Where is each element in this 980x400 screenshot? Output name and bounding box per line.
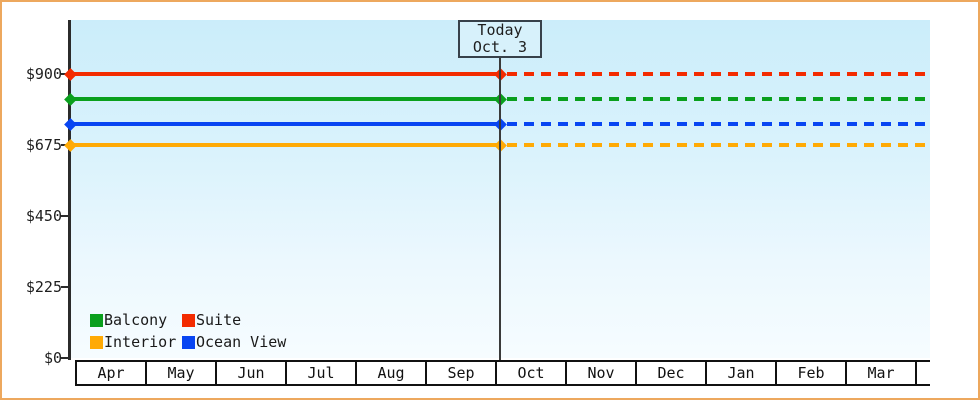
legend-item-balcony: Balcony <box>90 311 182 329</box>
y-tick-label: $675 <box>25 136 62 154</box>
x-axis-month-band: Apr May Jun Jul Aug Sep Oct Nov Dec Jan Feb Mar <box>75 360 930 386</box>
month-cell-jun: Jun <box>217 362 287 384</box>
legend-item-label: Interior <box>104 333 177 351</box>
month-cell-jan: Jan <box>707 362 777 384</box>
legend-item-suite: Suite <box>182 311 286 329</box>
legend: Balcony Suite Interior Ocean View <box>90 311 287 351</box>
month-cell-mar: Mar <box>847 362 917 384</box>
series-line-dashed-balcony <box>507 97 930 102</box>
legend-color-swatch <box>182 335 195 349</box>
month-cell-may: May <box>147 362 217 384</box>
month-cell-dec: Dec <box>637 362 707 384</box>
series-line-dashed-interior <box>507 143 930 147</box>
legend-item-interior: Interior <box>90 333 182 351</box>
series-line-solid-ocean-view <box>70 122 500 127</box>
series-line-solid-interior <box>70 143 500 147</box>
series-line-dashed-suite <box>507 72 930 76</box>
month-cell-feb: Feb <box>777 362 847 384</box>
month-cell-jul: Jul <box>287 362 357 384</box>
y-tick-label: $450 <box>25 207 62 225</box>
today-callout-box: Today Oct. 3 <box>458 20 542 58</box>
y-tick-mark <box>61 357 69 359</box>
y-tick-label: $0 <box>43 349 62 367</box>
series-line-solid-suite <box>70 72 500 76</box>
month-band-filler <box>917 362 930 384</box>
y-tick-label: $900 <box>25 65 62 83</box>
legend-item-ocean-view: Ocean View <box>182 333 287 351</box>
y-tick-label: $225 <box>25 278 62 296</box>
month-cell-aug: Aug <box>357 362 427 384</box>
month-cell-nov: Nov <box>567 362 637 384</box>
legend-item-label: Balcony <box>104 311 168 329</box>
month-cell-apr: Apr <box>77 362 147 384</box>
y-tick-mark <box>61 215 69 217</box>
legend-color-swatch <box>90 335 103 349</box>
today-callout-title: Today <box>477 21 523 39</box>
today-marker-line <box>499 56 501 360</box>
y-tick-mark <box>61 286 69 288</box>
series-line-dashed-ocean-view <box>507 122 930 127</box>
legend-color-swatch <box>182 313 195 327</box>
month-cell-sep: Sep <box>427 362 497 384</box>
legend-item-label: Suite <box>196 311 242 329</box>
legend-color-swatch <box>90 313 103 327</box>
series-line-solid-balcony <box>70 97 500 102</box>
today-callout-date: Oct. 3 <box>472 38 528 56</box>
legend-item-label: Ocean View <box>196 333 287 351</box>
month-cell-oct: Oct <box>497 362 567 384</box>
y-axis-line <box>68 20 71 360</box>
